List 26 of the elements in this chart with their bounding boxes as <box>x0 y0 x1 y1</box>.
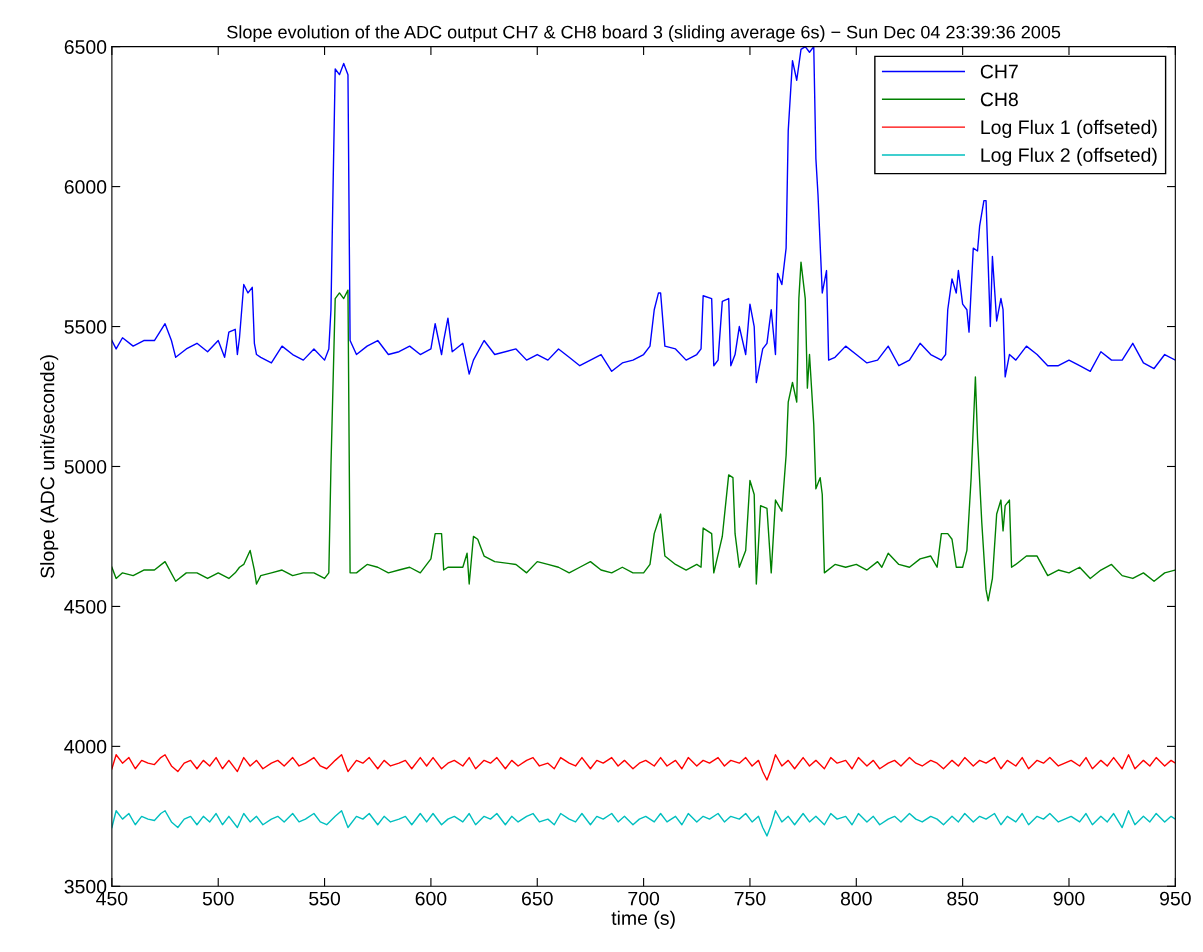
x-tick-label: 900 <box>1053 891 1085 906</box>
x-tick-label: 750 <box>734 891 766 906</box>
x-tick-label: 850 <box>947 891 979 906</box>
x-tick-label: 700 <box>628 891 660 906</box>
x-tick-label: 650 <box>522 891 553 906</box>
x-tick-label: 600 <box>415 891 447 906</box>
y-tick-label: 6000 <box>64 180 107 194</box>
x-tick-label: 500 <box>202 891 234 906</box>
y-tick-label: 5000 <box>64 459 107 474</box>
legend-label: CH7 <box>980 64 1018 79</box>
x-tick-label: 950 <box>1160 891 1191 906</box>
line-series <box>111 754 1176 781</box>
x-tick-label: 550 <box>309 891 341 906</box>
x-axis-title: time (s) <box>611 910 675 929</box>
y-tick-label: 5500 <box>64 320 107 334</box>
legend-label: CH8 <box>980 92 1018 107</box>
x-tick-label: 800 <box>840 891 872 906</box>
line-series <box>111 261 1176 602</box>
y-tick-label: 6500 <box>64 40 107 54</box>
legend-label: Log Flux 2 (offseted) <box>981 147 1157 166</box>
legend-label: Log Flux 1 (offseted) <box>981 119 1157 138</box>
y-axis-title: Slope (ADC unit/seconde) <box>40 355 59 578</box>
y-tick-label: 4000 <box>64 739 107 754</box>
line-series <box>111 810 1176 837</box>
y-tick-label: 4500 <box>64 599 107 614</box>
chart-title: Slope evolution of the ADC output CH7 & CH8 board 3 (sliding average 6s) − Sun Dec 04 23:39:36 2005 <box>227 25 1061 43</box>
